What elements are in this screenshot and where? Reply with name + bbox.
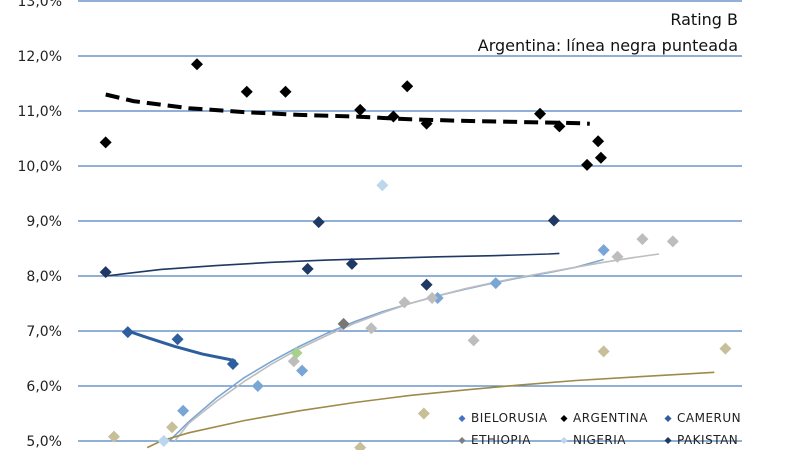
y-tick-label: 5,0% [26, 434, 62, 450]
trend-line [127, 329, 237, 363]
y-tick-label: 6,0% [26, 379, 62, 395]
legend-marker [664, 415, 672, 422]
data-point [365, 322, 378, 335]
data-point [401, 80, 414, 93]
data-point [157, 435, 170, 447]
chart-subtitle: Argentina: línea negra punteada [478, 36, 738, 55]
trend-lines [105, 92, 715, 449]
legend-marker [458, 415, 466, 422]
data-point [467, 334, 480, 347]
data-point [240, 85, 253, 98]
data-point [190, 58, 203, 71]
trend-line [105, 252, 560, 277]
data-points [99, 58, 732, 450]
data-point [290, 347, 303, 359]
legend-label: BIELORUSIA [471, 411, 548, 425]
data-point [177, 404, 190, 417]
data-point [301, 262, 314, 275]
y-tick-label: 7,0% [26, 324, 62, 340]
y-tick-label: 9,0% [26, 214, 62, 230]
data-point [611, 250, 624, 263]
data-point [279, 85, 292, 98]
data-point [251, 380, 264, 392]
legend-label: PAKISTAN [677, 433, 738, 447]
data-point [547, 214, 560, 227]
data-point [420, 278, 433, 291]
data-point [354, 103, 367, 116]
data-point [337, 317, 350, 330]
data-point [534, 107, 547, 120]
data-point [553, 120, 566, 133]
data-point [597, 244, 610, 257]
data-point [592, 135, 605, 148]
data-point [345, 257, 358, 270]
legend: BIELORUSIA ARGENTINA CAMERUN ETHIOPIA NIGERI… [458, 411, 741, 447]
data-point [376, 179, 389, 192]
data-point [426, 292, 439, 304]
data-point [312, 216, 325, 229]
grid-lines [78, 0, 742, 442]
y-tick-label: 11,0% [18, 104, 62, 120]
trend-line [105, 92, 590, 126]
data-point [171, 333, 184, 346]
y-tick-label: 13,0% [18, 0, 62, 10]
data-point [296, 364, 309, 377]
legend-label: ARGENTINA [573, 411, 648, 425]
y-axis: 13,0% 12,0% 11,0% 10,0% 9,0% 8,0% 7,0% 6,0% 5,0% [18, 0, 62, 450]
legend-label: CAMERUN [677, 411, 741, 425]
legend-marker [560, 437, 568, 444]
data-point [398, 296, 411, 309]
data-point [226, 358, 239, 370]
data-point [489, 277, 502, 290]
chart-title: Rating B [670, 10, 738, 29]
y-tick-label: 10,0% [18, 159, 62, 175]
legend-label: NIGERIA [573, 433, 626, 447]
data-point [581, 158, 594, 171]
data-point [99, 266, 112, 279]
data-point [420, 117, 433, 130]
trend-line [146, 371, 715, 449]
y-tick-label: 12,0% [18, 49, 62, 65]
data-point [107, 430, 120, 443]
data-point [387, 110, 400, 123]
data-point [166, 421, 179, 434]
data-point [354, 441, 367, 450]
data-point [121, 326, 134, 339]
data-point [719, 342, 732, 355]
data-point [417, 407, 430, 420]
data-point [594, 151, 607, 164]
y-tick-label: 8,0% [26, 269, 62, 285]
legend-marker [560, 415, 568, 422]
trend-line [174, 253, 660, 442]
legend-label: ETHIOPIA [471, 433, 531, 447]
data-point [597, 345, 610, 358]
legend-marker [458, 437, 466, 444]
legend-marker [664, 437, 672, 444]
data-point [99, 136, 112, 149]
data-point [636, 233, 649, 246]
data-point [666, 235, 679, 248]
